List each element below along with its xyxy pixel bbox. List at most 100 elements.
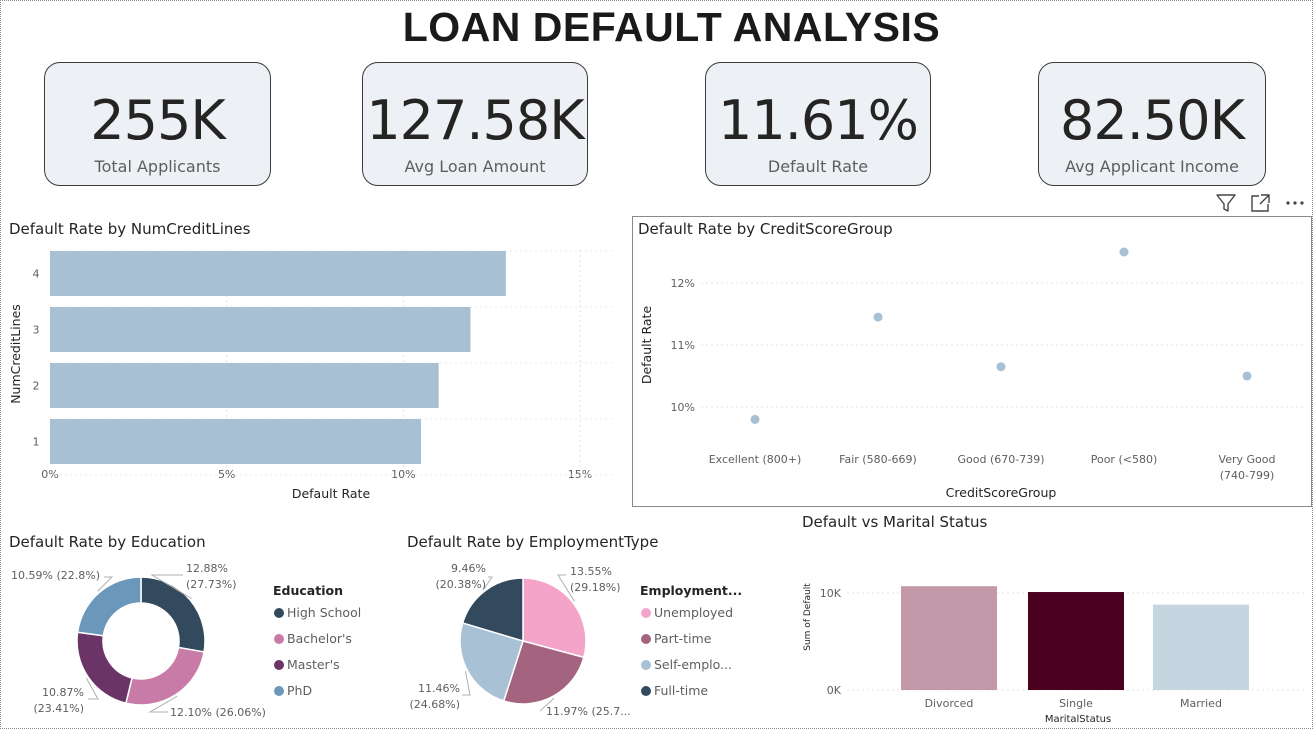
chart-creditscore[interactable]: 10% 11% 12% Excellent (800+) Fair (580-669) G…	[633, 240, 1309, 504]
bar[interactable]	[901, 586, 997, 690]
x-tick-label: Poor (<580)	[1091, 453, 1158, 466]
data-point[interactable]	[750, 414, 760, 424]
legend-marker	[274, 660, 284, 670]
data-point[interactable]	[1119, 247, 1129, 257]
slice-data-label: 11.46% (24.68%)	[409, 682, 460, 711]
slice-data-label: 9.46% (20.38%)	[435, 562, 486, 591]
legend-title: Education	[273, 583, 343, 598]
legend-item[interactable]: Master's	[287, 657, 340, 672]
bar[interactable]	[50, 363, 439, 408]
x-axis-title: MaritalStatus	[1045, 714, 1111, 725]
legend-marker	[274, 686, 284, 696]
bar[interactable]	[50, 419, 421, 464]
more-options-icon[interactable]	[1282, 191, 1308, 215]
kpi-card-avg-loan-amount[interactable]: 127.58K Avg Loan Amount	[362, 62, 588, 186]
x-tick-label: Married	[1180, 697, 1222, 710]
x-tick-label: Good (670-739)	[957, 453, 1044, 466]
y-axis-title: Default Rate	[639, 306, 654, 385]
data-point[interactable]	[996, 362, 1006, 372]
legend-item[interactable]: PhD	[287, 683, 312, 698]
report-title: LOAN DEFAULT ANALYSIS	[402, 4, 941, 50]
legend-marker	[641, 634, 651, 644]
bar[interactable]	[50, 251, 506, 296]
y-axis-title: NumCreditLines	[8, 304, 23, 404]
y-tick-label: 11%	[671, 339, 695, 352]
x-tick-label: Single	[1059, 697, 1093, 710]
x-tick-label: Divorced	[925, 697, 974, 710]
kpi-card-default-rate[interactable]: 11.61% Default Rate	[705, 62, 931, 186]
leader-line	[539, 697, 555, 712]
chart-title-employment: Default Rate by EmploymentType	[407, 533, 659, 551]
focus-mode-icon[interactable]	[1248, 191, 1272, 215]
filter-icon[interactable]	[1214, 191, 1238, 215]
x-axis-title: CreditScoreGroup	[946, 485, 1057, 500]
kpi-label: Avg Loan Amount	[404, 157, 546, 176]
bar[interactable]	[1028, 592, 1124, 690]
kpi-card-avg-applicant-income[interactable]: 82.50K Avg Applicant Income	[1038, 62, 1266, 186]
kpi-value: 82.50K	[1059, 89, 1245, 152]
legend-item[interactable]: Unemployed	[654, 605, 733, 620]
legend-marker	[641, 660, 651, 670]
slice-data-label: 10.59% (22.8%)	[11, 569, 100, 582]
chart-title-numcreditlines: Default Rate by NumCreditLines	[9, 220, 251, 238]
kpi-value: 255K	[90, 89, 225, 152]
data-point[interactable]	[1242, 371, 1252, 381]
legend-marker	[641, 686, 651, 696]
pie-slice[interactable]	[461, 577, 524, 643]
y-tick-label: 12%	[671, 277, 695, 290]
y-tick-label: 2	[33, 380, 40, 393]
leader-line	[97, 576, 114, 592]
x-tick-label: Very Good (740-799)	[1219, 453, 1276, 482]
slice-data-label: 13.55% (29.18%)	[570, 565, 621, 594]
x-tick-label: 10%	[391, 468, 415, 481]
kpi-card-total-applicants[interactable]: 255K Total Applicants	[44, 62, 271, 186]
slice-data-label: 10.87% (23.41%)	[33, 686, 84, 715]
chart-card-creditscore-border	[632, 216, 1312, 507]
pie-slice[interactable]	[459, 621, 524, 702]
legend-title: Employment...	[640, 583, 742, 598]
bar[interactable]	[1153, 604, 1249, 690]
y-tick-label: 10K	[820, 587, 842, 600]
chart-title-education: Default Rate by Education	[9, 533, 206, 551]
legend-item[interactable]: High School	[287, 605, 361, 620]
kpi-label: Total Applicants	[94, 157, 221, 176]
legend-marker	[641, 608, 651, 618]
y-tick-label: 1	[33, 436, 40, 449]
legend-item[interactable]: Full-time	[654, 683, 708, 698]
pie-slice[interactable]	[502, 640, 585, 705]
chart-education[interactable]: 12.88% (27.73%) High School 12.10% (26.06%)…	[0, 555, 395, 727]
y-tick-label: 0K	[827, 684, 842, 697]
leader-line	[462, 671, 471, 696]
legend-item[interactable]: Self-emplo...	[654, 657, 732, 672]
pie-slice[interactable]	[124, 646, 205, 706]
kpi-value: 127.58K	[366, 89, 584, 152]
legend-marker	[274, 608, 284, 618]
slice-data-label: 12.88% (27.73%)	[186, 562, 237, 591]
pie-slice[interactable]	[76, 576, 142, 637]
visual-header-toolbar	[1212, 191, 1312, 215]
slice-data-label: 11.97% (25.7...	[546, 705, 631, 718]
kpi-value: 11.61%	[718, 89, 919, 152]
leader-line	[150, 574, 192, 599]
chart-marital[interactable]: 0K 10K Divorced Single Married MaritalStatus S…	[795, 535, 1310, 727]
y-tick-label: 4	[33, 268, 40, 281]
pie-slice[interactable]	[522, 577, 587, 659]
y-axis-title: Sum of Default	[803, 583, 813, 651]
leader-line	[557, 574, 576, 602]
bar[interactable]	[50, 307, 471, 352]
x-tick-label: Fair (580-669)	[839, 453, 917, 466]
kpi-label: Default Rate	[767, 157, 869, 176]
pie-slice[interactable]	[76, 631, 133, 705]
data-point[interactable]	[873, 312, 883, 322]
chart-title-creditscore: Default Rate by CreditScoreGroup	[638, 220, 893, 238]
leader-line	[85, 677, 99, 700]
legend-item[interactable]: Part-time	[654, 631, 712, 646]
legend-item[interactable]: Bachelor's	[287, 631, 352, 646]
y-tick-label: 10%	[671, 401, 695, 414]
leader-line	[148, 695, 178, 713]
kpi-label: Avg Applicant Income	[1065, 157, 1239, 176]
chart-employment[interactable]: 13.55% (29.18%) Unemployed 11.97% (25.7... P…	[400, 555, 795, 727]
chart-title-marital: Default vs Marital Status	[802, 513, 988, 531]
leader-line	[483, 576, 493, 590]
